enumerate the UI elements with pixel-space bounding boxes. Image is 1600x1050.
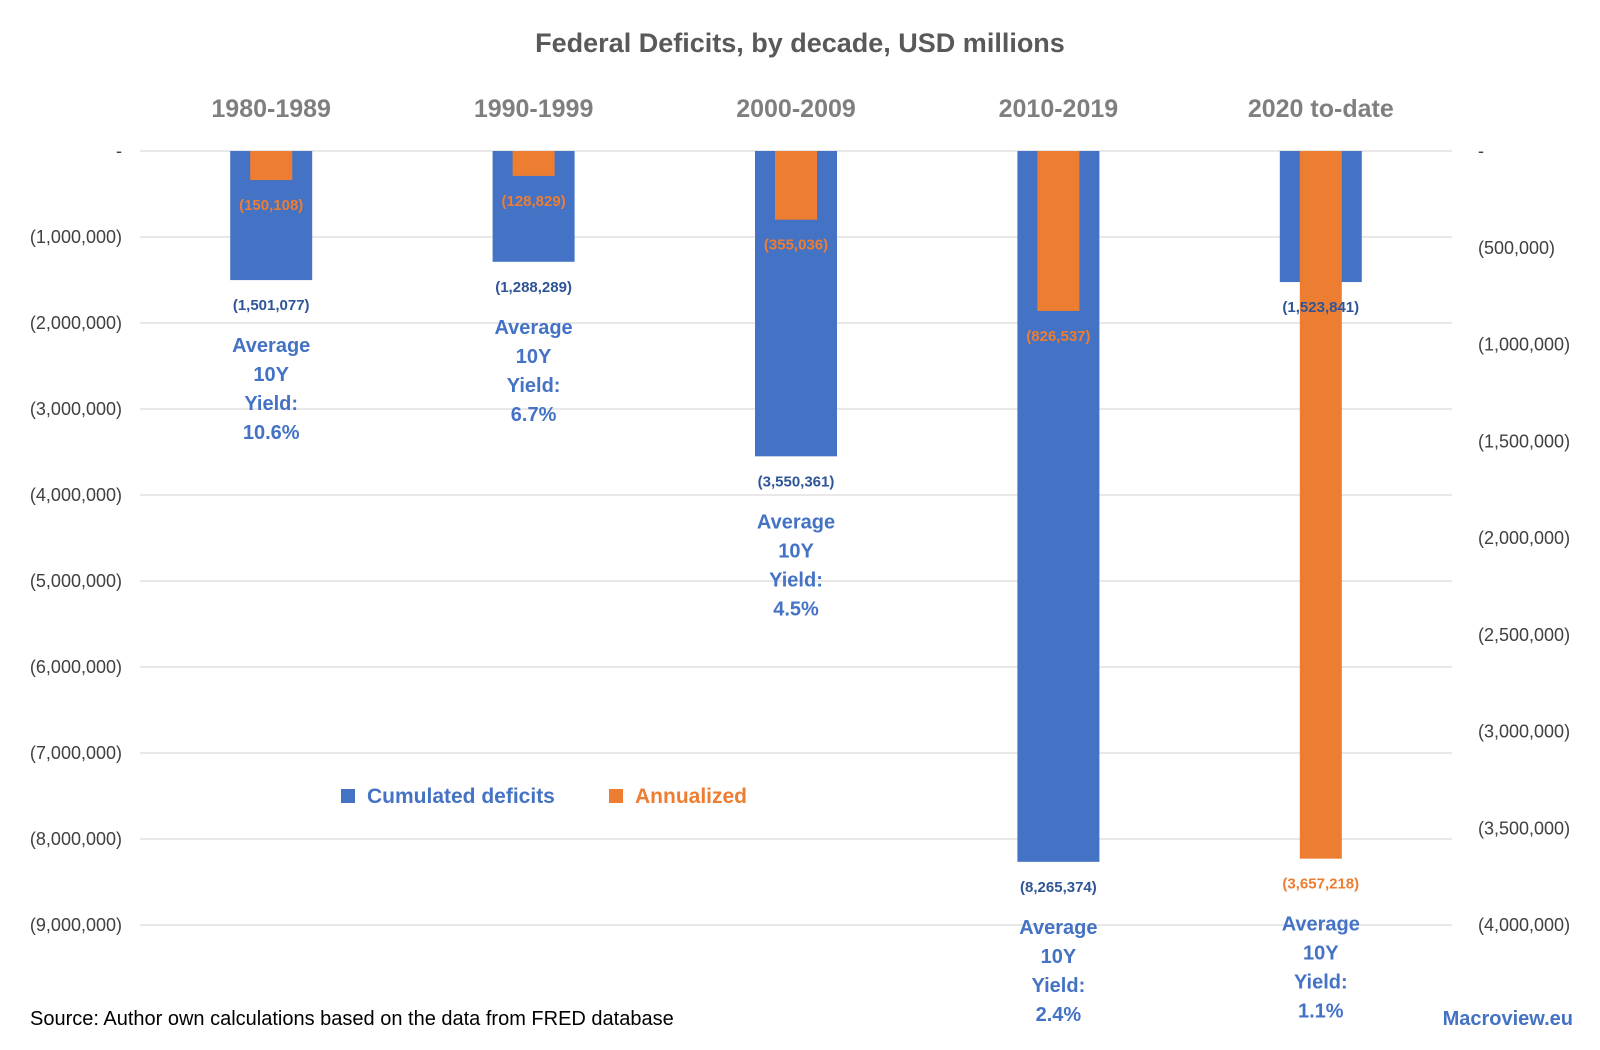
data-label-cumulated: (3,550,361): [758, 473, 835, 490]
category-label: 2010-2019: [999, 95, 1119, 123]
yield-annotation-line: 10.6%: [243, 422, 300, 444]
left-tick-label: (1,000,000): [30, 227, 122, 247]
data-label-annualized: (3,657,218): [1282, 876, 1359, 893]
yield-annotation-line: Yield:: [244, 393, 298, 415]
yield-annotation-line: Yield:: [507, 375, 561, 397]
left-tick-label: (3,000,000): [30, 399, 122, 419]
right-tick-label: (3,500,000): [1478, 818, 1570, 838]
legend: Cumulated deficits Annualized: [341, 785, 747, 808]
yield-annotation-line: 1.1%: [1298, 1001, 1344, 1023]
yield-annotation-line: Average: [232, 335, 310, 357]
bar-annualized: [1037, 151, 1080, 311]
category-labels: 1980-1989 1990-1999 2000-2009 2010-2019 2020…: [211, 95, 1393, 123]
yield-annotation-line: 10Y: [253, 364, 289, 386]
data-labels: (1,501,077) (1,288,289) (3,550,361) (8,265,…: [233, 193, 1359, 896]
chart-title: Federal Deficits, by decade, USD million…: [535, 28, 1065, 58]
data-label-cumulated: (1,501,077): [233, 297, 310, 314]
right-tick-label: (3,000,000): [1478, 722, 1570, 742]
yield-annotation-line: Yield:: [1032, 975, 1086, 997]
yield-annotation-line: Average: [1282, 914, 1360, 936]
right-tick-label: (1,500,000): [1478, 431, 1570, 451]
yield-annotation-line: Average: [1019, 917, 1097, 939]
yield-annotation-line: 6.7%: [511, 404, 557, 426]
left-tick-label: (2,000,000): [30, 313, 122, 333]
right-tick-label: -: [1478, 141, 1484, 161]
yield-annotation-line: Yield:: [1294, 972, 1348, 994]
left-tick-label: (5,000,000): [30, 571, 122, 591]
yield-annotation-line: 2.4%: [1036, 1004, 1082, 1026]
legend-swatch: [609, 789, 623, 803]
data-label-annualized: (150,108): [239, 197, 303, 214]
yield-annotation-line: Yield:: [769, 569, 823, 591]
left-tick-label: -: [116, 141, 122, 161]
left-axis-ticks: - (1,000,000) (2,000,000) (3,000,000) (4,000…: [30, 141, 122, 935]
yield-annotation-line: 10Y: [516, 346, 552, 368]
bar-annualized: [250, 151, 293, 181]
data-label-cumulated: (1,523,841): [1282, 299, 1359, 316]
data-label-annualized: (826,537): [1026, 328, 1090, 345]
legend-swatch: [341, 789, 355, 803]
right-axis-ticks: - (500,000) (1,000,000) (1,500,000) (2,000,0…: [1478, 141, 1570, 935]
right-tick-label: (4,000,000): [1478, 915, 1570, 935]
legend-label: Cumulated deficits: [367, 785, 555, 808]
yield-annotation-line: Average: [494, 317, 572, 339]
category-label: 1990-1999: [474, 95, 594, 123]
category-label: 1980-1989: [211, 95, 331, 123]
data-label-annualized: (355,036): [764, 237, 828, 254]
left-tick-label: (9,000,000): [30, 915, 122, 935]
yield-annotation-line: 10Y: [778, 540, 814, 562]
data-label-cumulated: (8,265,374): [1020, 879, 1097, 896]
brand-label: Macroview.eu: [1443, 1008, 1573, 1030]
right-tick-label: (500,000): [1478, 238, 1555, 258]
data-label-cumulated: (1,288,289): [495, 279, 572, 296]
yield-annotations: Average 10Y Yield: 10.6% Average 10Y Yield: 6.7…: [232, 317, 1360, 1026]
gridlines: [140, 150, 1452, 926]
bar-annualized: [1299, 151, 1342, 859]
bar-annualized: [775, 151, 817, 220]
bars: [230, 151, 1362, 862]
bar-annualized: [512, 151, 555, 176]
right-tick-label: (2,500,000): [1478, 625, 1570, 645]
right-tick-label: (2,000,000): [1478, 528, 1570, 548]
yield-annotation-line: Average: [757, 511, 835, 533]
yield-annotation-line: 4.5%: [773, 598, 819, 620]
left-tick-label: (6,000,000): [30, 657, 122, 677]
data-label-annualized: (128,829): [501, 193, 565, 210]
category-label: 2000-2009: [736, 95, 856, 123]
yield-annotation-line: 10Y: [1041, 946, 1077, 968]
left-tick-label: (7,000,000): [30, 743, 122, 763]
right-tick-label: (1,000,000): [1478, 335, 1570, 355]
yield-annotation-line: 10Y: [1303, 943, 1339, 965]
left-tick-label: (8,000,000): [30, 829, 122, 849]
category-label: 2020 to-date: [1248, 95, 1394, 123]
source-note: Source: Author own calculations based on…: [30, 1008, 674, 1030]
legend-label: Annualized: [635, 785, 747, 808]
left-tick-label: (4,000,000): [30, 485, 122, 505]
